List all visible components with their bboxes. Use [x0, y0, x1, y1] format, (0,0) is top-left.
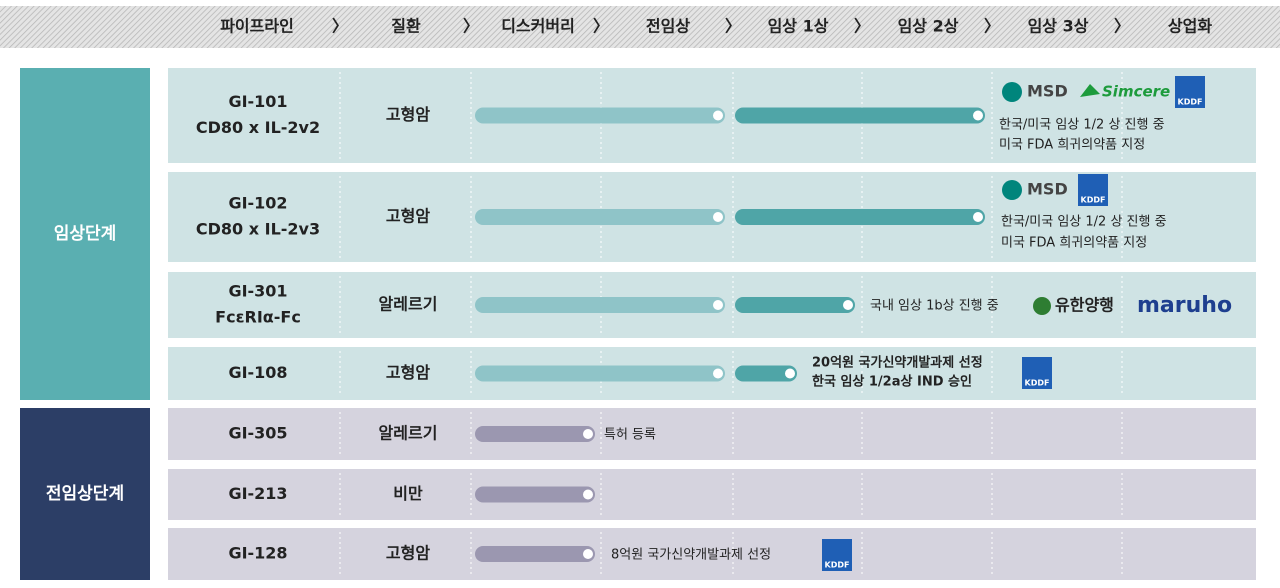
row-bg	[168, 469, 1256, 520]
progress-bar	[475, 426, 595, 442]
partner-logo	[1033, 297, 1051, 315]
group-box	[20, 68, 150, 400]
header-separator: 〉	[1114, 17, 1130, 36]
header-step: 임상 3상	[1028, 17, 1089, 36]
header-step: 디스커버리	[501, 17, 575, 36]
partner-logo	[1022, 357, 1052, 389]
row-bg	[168, 408, 1256, 460]
product-name: GI-101	[228, 92, 287, 111]
disease: 알레르기	[379, 295, 438, 314]
header-separator: 〉	[463, 17, 479, 36]
row-bg	[168, 528, 1256, 580]
note: 미국 FDA 희귀의약품 지정	[999, 138, 1145, 153]
header-step: 상업화	[1168, 17, 1212, 36]
partner-name: KDDF	[1178, 98, 1203, 107]
progress-bar	[735, 209, 985, 225]
header-separator: 〉	[984, 17, 1000, 36]
partner-name: Simcere	[1102, 83, 1170, 101]
product-name: GI-108	[228, 363, 287, 382]
progress-bar	[475, 365, 725, 382]
product-name: CD80 x IL-2v2	[196, 118, 320, 137]
progress-end	[713, 368, 723, 379]
disease: 비만	[393, 484, 423, 503]
partner-name: maruho	[1137, 293, 1232, 318]
group-box	[20, 408, 150, 580]
progress-bar	[475, 107, 725, 124]
partner-logo	[1002, 180, 1022, 200]
progress-end	[583, 429, 593, 439]
progress-end	[583, 489, 593, 500]
header-step: 임상 2상	[898, 17, 959, 36]
header-step: 임상 1상	[768, 17, 829, 36]
progress-bar	[475, 546, 595, 562]
product-name: FcεRIα-Fc	[215, 308, 301, 327]
disease: 고형암	[386, 363, 430, 382]
disease: 알레르기	[379, 424, 438, 443]
partner-logo	[1078, 174, 1108, 206]
note: 8억원 국가신약개발과제 선정	[611, 548, 771, 563]
progress-end	[583, 549, 593, 559]
progress-end	[713, 212, 723, 222]
progress-bar	[735, 107, 985, 124]
partner-name: MSD	[1027, 82, 1068, 101]
partner-logo	[1002, 82, 1022, 102]
progress-bar	[735, 365, 797, 382]
progress-end	[973, 110, 983, 121]
header-step: 전임상	[646, 17, 690, 36]
group-label: 임상단계	[54, 223, 117, 244]
group-label: 전임상단계	[46, 483, 124, 504]
progress-end	[713, 300, 723, 310]
partner-logo	[1080, 84, 1100, 97]
partner-name: MSD	[1027, 180, 1068, 199]
header-separator: 〉	[332, 17, 348, 36]
disease: 고형암	[386, 105, 430, 124]
progress-bar	[475, 486, 595, 503]
progress-bar	[475, 209, 725, 225]
progress-bar	[475, 297, 725, 313]
header-separator: 〉	[593, 17, 609, 36]
note: 한국/미국 임상 1/2 상 진행 중	[1001, 214, 1167, 230]
progress-bar	[735, 297, 855, 313]
header-step: 질환	[391, 17, 421, 36]
progress-end	[785, 368, 795, 379]
disease: 고형암	[386, 207, 430, 226]
product-name: GI-102	[228, 194, 287, 213]
note: 20억원 국가신약개발과제 선정	[812, 355, 983, 371]
disease: 고형암	[386, 544, 430, 563]
note: 미국 FDA 희귀의약품 지정	[1001, 236, 1147, 251]
progress-end	[843, 300, 853, 310]
partner-name: KDDF	[825, 561, 850, 570]
partner-logo	[1175, 76, 1205, 108]
partner-name: KDDF	[1081, 196, 1106, 205]
note: 특허 등록	[604, 428, 656, 443]
partner-name: 유한양행	[1055, 296, 1114, 315]
product-name: GI-213	[228, 484, 287, 503]
header-band	[0, 6, 1280, 48]
partner-name: KDDF	[1025, 379, 1050, 388]
note: 한국/미국 임상 1/2 상 진행 중	[999, 117, 1165, 133]
product-name: GI-128	[228, 544, 287, 563]
progress-end	[713, 110, 723, 121]
note: 국내 임상 1b상 진행 중	[870, 298, 999, 314]
header-step: 파이프라인	[220, 17, 294, 36]
product-name: GI-301	[228, 282, 287, 301]
product-name: GI-305	[228, 424, 287, 443]
header-separator: 〉	[854, 17, 870, 36]
product-name: CD80 x IL-2v3	[196, 220, 320, 239]
partner-logo	[822, 539, 852, 571]
note: 한국 임상 1/2a상 IND 승인	[812, 374, 972, 390]
header-separator: 〉	[725, 17, 741, 36]
progress-end	[973, 212, 983, 222]
